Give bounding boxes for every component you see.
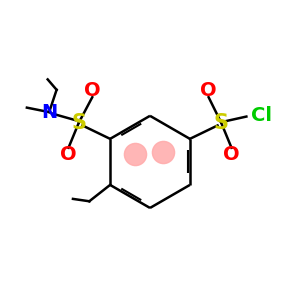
Text: O: O <box>84 81 101 100</box>
Text: S: S <box>214 112 229 133</box>
Text: O: O <box>223 145 240 164</box>
Text: N: N <box>41 103 57 122</box>
Text: O: O <box>60 145 77 164</box>
Text: O: O <box>200 81 217 100</box>
Text: Cl: Cl <box>251 106 272 124</box>
Text: S: S <box>71 112 86 133</box>
